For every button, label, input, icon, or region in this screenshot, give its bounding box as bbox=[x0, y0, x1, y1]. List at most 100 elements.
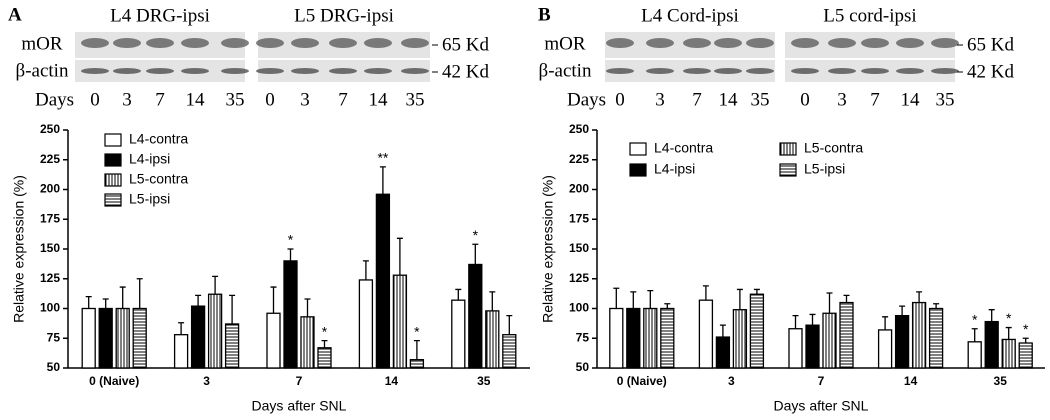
bar bbox=[715, 336, 731, 369]
bar bbox=[207, 293, 223, 369]
size-label: 42 Kd bbox=[967, 61, 1014, 82]
blot-group-title: L4 Cord-ipsi bbox=[641, 5, 739, 26]
error-bar bbox=[702, 285, 709, 301]
bar bbox=[1018, 342, 1033, 369]
blot-band bbox=[113, 38, 141, 48]
day-label: 3 bbox=[655, 89, 665, 110]
legend-label: L4-contra bbox=[654, 140, 713, 156]
error-bar bbox=[489, 291, 496, 311]
error-bar bbox=[899, 305, 906, 316]
y-tick-label: 200 bbox=[40, 182, 60, 196]
y-tick-label: 225 bbox=[40, 152, 60, 166]
y-tick-label: 250 bbox=[569, 122, 589, 136]
bar bbox=[660, 307, 675, 369]
error-bar bbox=[988, 309, 995, 322]
size-label: 65 Kd bbox=[442, 34, 489, 55]
blot-band bbox=[401, 68, 429, 74]
bar bbox=[877, 329, 893, 369]
blot-band bbox=[364, 68, 392, 74]
error-bar bbox=[933, 303, 940, 309]
bar bbox=[190, 305, 206, 369]
blot-band bbox=[931, 68, 959, 74]
bar bbox=[81, 307, 96, 369]
legend-swatch bbox=[104, 193, 122, 207]
legend-label: L5-ipsi bbox=[804, 161, 845, 177]
blot-band bbox=[606, 68, 634, 74]
bar bbox=[317, 347, 332, 369]
significance: * bbox=[473, 227, 479, 243]
error-bar bbox=[396, 237, 403, 276]
blot-row-label: β-actin bbox=[539, 60, 592, 81]
x-tick-label: 7 bbox=[818, 374, 825, 388]
bar bbox=[173, 334, 189, 369]
blot-band bbox=[746, 38, 774, 48]
error-bar bbox=[321, 339, 328, 348]
panel-letter: B bbox=[538, 4, 551, 25]
blot-band bbox=[329, 38, 357, 48]
bar bbox=[392, 274, 408, 369]
blot-band bbox=[896, 68, 924, 74]
legend-swatch bbox=[104, 173, 122, 187]
error-bar bbox=[102, 298, 109, 309]
day-label: 14 bbox=[186, 89, 206, 110]
significance: * bbox=[972, 311, 978, 327]
error-bar bbox=[287, 248, 294, 261]
error-bar bbox=[362, 260, 369, 280]
bar bbox=[894, 314, 910, 369]
significance: ** bbox=[377, 150, 388, 166]
error-bar bbox=[719, 324, 726, 338]
y-tick-label: 200 bbox=[569, 182, 589, 196]
bar bbox=[749, 293, 765, 369]
significance: * bbox=[1006, 310, 1012, 326]
blot-band bbox=[861, 68, 889, 74]
bar bbox=[805, 324, 820, 369]
blot-band bbox=[714, 38, 742, 48]
x-axis-label: Days after SNL bbox=[252, 398, 347, 414]
legend-swatch bbox=[104, 153, 122, 167]
blot-band bbox=[683, 68, 711, 74]
error-bar bbox=[413, 339, 420, 360]
legend-label: L4-contra bbox=[129, 131, 188, 147]
blot-band bbox=[646, 38, 674, 48]
blot-band bbox=[861, 38, 889, 48]
error-bar bbox=[792, 314, 799, 329]
blot-band bbox=[401, 38, 429, 48]
bar bbox=[375, 193, 391, 369]
significance: * bbox=[414, 323, 420, 339]
bar bbox=[283, 260, 298, 369]
blot-band bbox=[828, 68, 856, 74]
bar bbox=[485, 310, 500, 369]
error-bar bbox=[736, 288, 743, 310]
bar bbox=[502, 334, 517, 369]
legend-swatch bbox=[629, 163, 647, 177]
day-label: 35 bbox=[751, 89, 770, 110]
legend-swatch bbox=[779, 142, 797, 156]
x-tick-label: 35 bbox=[477, 374, 491, 388]
error-bar bbox=[753, 288, 760, 295]
x-tick-label: 0 (Naive) bbox=[617, 374, 667, 388]
blot-band bbox=[791, 38, 819, 48]
y-tick-label: 225 bbox=[569, 152, 589, 166]
y-tick-label: 175 bbox=[40, 211, 60, 225]
blot-band bbox=[329, 68, 357, 74]
y-tick-label: 50 bbox=[47, 360, 61, 374]
y-axis-label: Relative expression (%) bbox=[11, 175, 27, 323]
blot-band bbox=[221, 68, 249, 74]
x-tick-label: 7 bbox=[296, 374, 303, 388]
blot-band bbox=[683, 38, 711, 48]
x-tick-label: 0 (Naive) bbox=[89, 374, 139, 388]
y-axis-label: Relative expression (%) bbox=[540, 175, 556, 323]
error-bar bbox=[809, 313, 816, 326]
bar bbox=[224, 323, 240, 369]
blot-band bbox=[646, 68, 674, 74]
significance: * bbox=[322, 323, 328, 339]
blot-band bbox=[181, 38, 209, 48]
day-label: 3 bbox=[300, 89, 310, 110]
error-bar bbox=[379, 166, 386, 195]
blot-row-label: mOR bbox=[544, 33, 586, 54]
days-label: Days bbox=[35, 89, 74, 110]
day-label: 3 bbox=[122, 89, 132, 110]
blot-group-title: L4 DRG-ipsi bbox=[110, 5, 210, 26]
legend-swatch bbox=[779, 163, 797, 177]
bar bbox=[132, 307, 147, 369]
